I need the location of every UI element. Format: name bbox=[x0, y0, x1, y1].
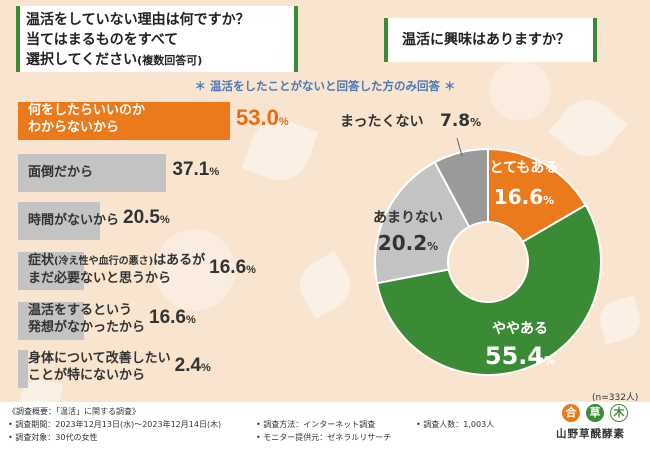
question-1-box: 温活をしていない理由は何ですか？ 当てはまるものをすべて 選択してください(複数… bbox=[16, 6, 298, 72]
bar-category-label: 面倒だから bbox=[28, 165, 94, 180]
donut-slice bbox=[375, 203, 602, 376]
bar bbox=[18, 350, 28, 388]
bar bbox=[18, 302, 85, 340]
bar-value-label: 16.6% bbox=[149, 307, 196, 328]
logo-mark-2: 草 bbox=[586, 404, 604, 422]
slice-category-label: ややある bbox=[492, 321, 548, 337]
leaf-decoration bbox=[595, 295, 645, 345]
bar-category-label: 時間がないから bbox=[28, 213, 120, 228]
bar bbox=[18, 102, 230, 140]
question-1-line2: 当てはまるものをすべて bbox=[26, 32, 179, 48]
logo-brand-name: 山野草醗酵素 bbox=[556, 428, 625, 440]
slice-value-label: 16.6% bbox=[494, 185, 554, 209]
donut-slice bbox=[433, 147, 489, 229]
bar-value-label: 20.5% bbox=[123, 207, 170, 228]
bar-category-label: 身体について改善したい ことが特にないから bbox=[28, 351, 171, 383]
bar-category-label: 何をしたらいいのか わからないから bbox=[28, 103, 146, 135]
slice-category-label: まったくない bbox=[340, 114, 423, 130]
question-1-line1: 温活をしていない理由は何ですか？ bbox=[26, 12, 250, 28]
slice-category-label: とてもある bbox=[490, 160, 559, 176]
question-2-text: 温活に興味はありますか？ bbox=[402, 32, 570, 48]
leaf-decoration bbox=[548, 88, 628, 168]
logo-mark-3: 木 bbox=[610, 404, 628, 422]
leaf-decoration bbox=[290, 250, 360, 320]
bar bbox=[18, 154, 167, 192]
bar bbox=[18, 202, 100, 240]
survey-footer: 《調査概要：「温活」に関する調査》 • 調査期間：2023年12月13日(水)〜… bbox=[0, 402, 650, 450]
bar-value-label: 2.4% bbox=[174, 355, 211, 376]
footer-period: • 調査期間：2023年12月13日(水)〜2023年12月14日(木) bbox=[8, 420, 222, 429]
logo-mark-1: 合 bbox=[562, 404, 580, 422]
slice-value-label: 20.2% bbox=[378, 231, 438, 255]
footer-target: • 調査対象：30代の女性 bbox=[8, 433, 98, 442]
footer-provider: • モニター提供元：ゼネラルリサーチ bbox=[256, 433, 392, 442]
sample-size: (n=332人) bbox=[592, 393, 639, 403]
donut-slice bbox=[487, 147, 587, 244]
bar-value-label: 37.1% bbox=[172, 159, 220, 180]
question-1-line3: 選択してください bbox=[26, 52, 138, 68]
question-1-suffix: (複数回答可) bbox=[137, 54, 203, 67]
bar-category-label: 温活をするという 発想がなかったから bbox=[28, 303, 146, 335]
bar bbox=[18, 252, 85, 290]
donut-slice bbox=[374, 160, 471, 285]
slice-value-label: 55.4% bbox=[485, 342, 555, 370]
bar-value-label: 53.0% bbox=[236, 105, 289, 130]
slice-category-label: あまりない bbox=[373, 210, 443, 226]
bar-value-label: 16.6% bbox=[209, 257, 256, 278]
footer-method: • 調査方法：インターネット調査 bbox=[256, 420, 376, 429]
respondent-note: ＊ 温活をしたことがないと回答した方のみ回答 ＊ bbox=[194, 79, 456, 93]
slice-value-label: 7.8% bbox=[440, 111, 481, 131]
footer-count: • 調査人数：1,003人 bbox=[416, 420, 495, 429]
footer-overview: 《調査概要：「温活」に関する調査》 bbox=[8, 407, 140, 416]
leader-line bbox=[456, 137, 463, 157]
question-2-box: 温活に興味はありますか？ bbox=[384, 18, 597, 62]
brand-logo: 合 草 木 山野草醗酵素 bbox=[552, 404, 644, 448]
bar-category-label: 症状(冷え性や血行の悪さ)はあるが まだ必要ないと思うから bbox=[28, 253, 206, 286]
